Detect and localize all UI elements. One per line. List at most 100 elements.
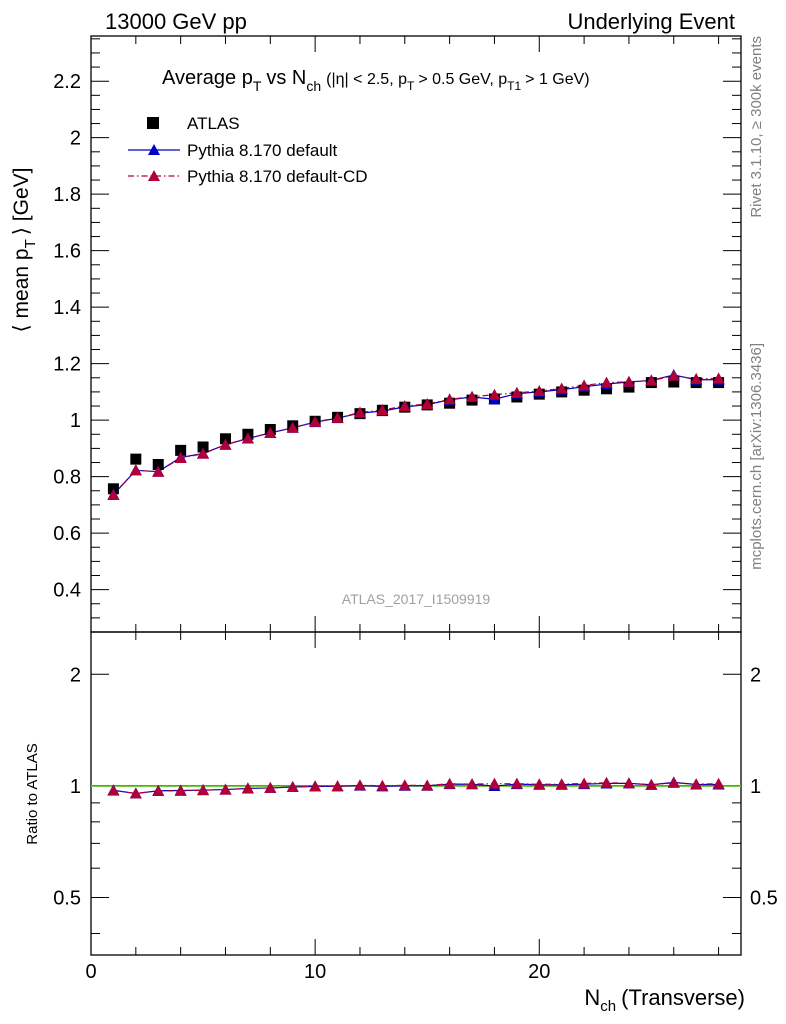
- data-point-mc: [353, 406, 366, 418]
- ratio-point-mc: [197, 784, 210, 796]
- data-point-mc: [174, 452, 187, 464]
- data-point-mc: [286, 421, 299, 433]
- legend-marker-default: [148, 144, 160, 155]
- title-vs: vs N: [266, 67, 306, 89]
- y-tick-label: 0.6: [53, 523, 81, 545]
- ratio-point-mc: [533, 778, 546, 790]
- title-sub-t1: T1: [507, 79, 521, 93]
- ratio-point-mc: [107, 784, 120, 796]
- data-point-atlas: [197, 441, 209, 453]
- ratio-tick-label-right: 0.5: [750, 888, 778, 910]
- ratio-point-mc: [174, 784, 187, 796]
- ratio-point-mc: [578, 777, 591, 789]
- ratio-point-mc: [398, 779, 411, 791]
- ratio-tick-label-right: 1: [750, 776, 761, 798]
- data-point-mc: [645, 374, 658, 386]
- data-point-atlas: [152, 458, 164, 470]
- data-point-mc: [309, 415, 322, 427]
- ratio-point-mc: [286, 781, 299, 793]
- data-point-mc: [510, 386, 523, 398]
- ratio-panel: 0 10 20 0.5 0.5 1 1 2 2 Ratio to ATLAS: [24, 631, 778, 983]
- y-tick-label: 2.2: [53, 71, 81, 93]
- legend: ATLAS Pythia 8.170 default Pythia 8.170 …: [128, 114, 368, 186]
- ratio-point-mc: [421, 779, 434, 791]
- side-label-rivet: Rivet 3.1.10, ≥ 300k events: [748, 36, 765, 218]
- header-left: 13000 GeV pp: [105, 9, 247, 34]
- ratio-point-mc: [129, 787, 142, 799]
- data-point-mc: [398, 400, 411, 412]
- title-cuts-2: > 0.5 GeV, p: [418, 71, 507, 88]
- data-point-mc: [555, 382, 568, 394]
- ratio-point-mc: [376, 779, 389, 791]
- data-point-mc: [219, 438, 232, 450]
- ratio-frame: [90, 631, 742, 956]
- data-point-mc: [421, 398, 434, 410]
- legend-label-atlas: ATLAS: [187, 114, 240, 133]
- ylabel-main-2: ⟩ [GeV]: [10, 168, 33, 236]
- side-label-mcplots: mcplots.cern.ch [arXiv:1306.3436]: [748, 343, 765, 570]
- data-point-mc: [152, 465, 165, 477]
- ratio-tick-label-left: 2: [70, 664, 81, 686]
- ratio-point-mc: [264, 781, 277, 793]
- ratio-point-mc: [219, 783, 232, 795]
- title-cuts-1: (|η| < 2.5, p: [326, 71, 407, 88]
- legend-label-default-cd: Pythia 8.170 default-CD: [187, 167, 368, 186]
- data-point-mc: [533, 385, 546, 397]
- ratio-point-mc: [622, 777, 635, 789]
- x-tick-label: 0: [85, 961, 96, 983]
- data-point-mc: [376, 403, 389, 415]
- data-point-mc: [264, 426, 277, 438]
- y-axis-label-main: ⟨ mean pT ⟩ [GeV]: [10, 168, 39, 333]
- x-tick-label: 20: [528, 961, 550, 983]
- ratio-point-mc: [600, 776, 613, 788]
- data-point-mc: [600, 376, 613, 388]
- ratio-point-mc: [555, 778, 568, 790]
- data-point-mc: [578, 379, 591, 391]
- y-tick-label: 0.4: [53, 580, 81, 602]
- data-point-mc: [488, 388, 501, 400]
- ratio-tick-label-left: 0.5: [53, 888, 81, 910]
- ratio-point-mc: [712, 777, 725, 789]
- ratio-tick-label-left: 1: [70, 776, 81, 798]
- data-point-mc: [466, 390, 479, 402]
- series-line: [112, 374, 719, 495]
- xlabel-sub: ch: [600, 998, 616, 1015]
- data-point-mc: [331, 411, 344, 423]
- y-tick-label: 1.4: [53, 297, 81, 319]
- ratio-point-mc: [353, 779, 366, 791]
- data-point-mc: [241, 432, 254, 444]
- x-tick-label: 10: [304, 961, 326, 983]
- data-point-atlas: [668, 376, 680, 388]
- watermark: ATLAS_2017_I1509919: [342, 591, 491, 607]
- y-tick-label: 1.8: [53, 184, 81, 206]
- header-right: Underlying Event: [567, 9, 735, 34]
- y-tick-label: 1.2: [53, 354, 81, 376]
- ratio-point-mc: [309, 780, 322, 792]
- y-axis-label-ratio: Ratio to ATLAS: [24, 743, 41, 844]
- title-sub-t: T: [253, 78, 262, 94]
- data-point-mc: [712, 372, 725, 384]
- data-point-mc: [107, 489, 120, 501]
- data-point-mc: [197, 447, 210, 459]
- title-sub-ch: ch: [306, 78, 321, 94]
- y-tick-label: 1: [70, 410, 81, 432]
- legend-marker-atlas: [147, 117, 159, 129]
- ratio-point-mc: [510, 777, 523, 789]
- data-point-mc: [622, 375, 635, 387]
- y-tick-label: 0.8: [53, 467, 81, 489]
- ratio-point-mc: [667, 776, 680, 788]
- data-point-mc: [129, 464, 142, 476]
- ratio-point-mc: [645, 778, 658, 790]
- x-axis-label: Nch (Transverse): [584, 985, 745, 1015]
- ylabel-main-1: ⟨ mean p: [10, 248, 33, 332]
- ratio-point-mc: [331, 780, 344, 792]
- ratio-point-mc: [690, 778, 703, 790]
- ratio-point-mc: [241, 782, 254, 794]
- title-main: Average p: [162, 67, 253, 89]
- ratio-point-mc: [443, 777, 456, 789]
- ratio-ticks: 0 10 20 0.5 0.5 1 1 2 2: [53, 632, 778, 983]
- main-panel: 0.40.60.811.21.41.61.822.2 Average pT vs …: [10, 35, 742, 633]
- series-line: [112, 375, 719, 496]
- main-ticks: 0.4 0.6 0.8 1 1.2 1.4 1.6 1.8 2 2.2: [53, 36, 741, 632]
